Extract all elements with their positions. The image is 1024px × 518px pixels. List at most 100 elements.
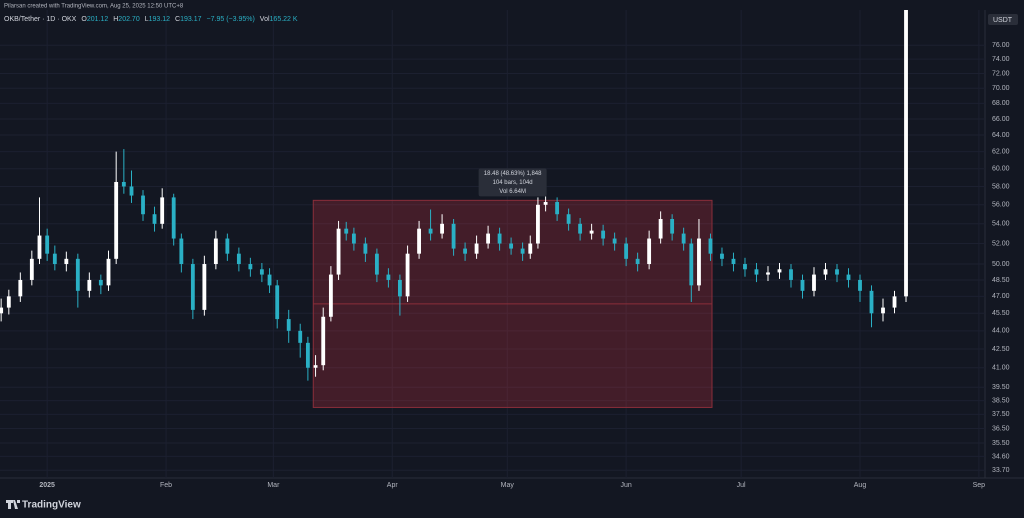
candle-body — [509, 243, 514, 249]
candle-body — [417, 228, 421, 254]
y-tick-label: 45.50 — [992, 310, 1010, 317]
candle-body — [543, 202, 548, 205]
candle-body — [624, 243, 629, 259]
legend-symbol: OKB/Tether · 1D · OKX — [4, 16, 77, 23]
candle-body — [601, 230, 606, 239]
candle-body — [497, 233, 502, 244]
x-tick-label: Jun — [620, 482, 631, 489]
candle-body — [386, 274, 391, 280]
legend-value: 202.70 — [118, 16, 140, 23]
credit: Pilarsan created with TradingView.com, A… — [4, 4, 184, 10]
candle-body — [823, 269, 828, 275]
candle-body — [37, 235, 42, 259]
legend-value: 201.12 — [87, 16, 109, 23]
y-tick-label: 38.50 — [992, 397, 1010, 404]
candle-body — [789, 269, 793, 280]
y-tick-label: 72.00 — [992, 70, 1010, 77]
candle-body — [658, 218, 663, 239]
candle-body — [708, 238, 713, 254]
candle-body — [75, 258, 80, 291]
measure-label: 104 bars, 104d — [493, 180, 533, 186]
candle-body — [566, 214, 571, 224]
candle-body — [528, 243, 533, 254]
candle-body — [720, 253, 724, 259]
candle-body — [121, 181, 126, 187]
x-tick-label: Feb — [160, 482, 172, 489]
candle-body — [275, 285, 280, 320]
candle-body — [697, 238, 701, 286]
measure-tooltip — [478, 168, 547, 197]
x-tick-label: May — [501, 482, 515, 489]
candle-body — [202, 264, 207, 310]
unit-box — [988, 14, 1018, 25]
candle-body — [190, 264, 195, 310]
candle-body — [305, 342, 310, 368]
candle-body — [213, 238, 218, 265]
legend-key: C — [175, 16, 180, 23]
y-tick-label: 42.50 — [992, 346, 1010, 353]
candle-body — [171, 197, 176, 239]
candle-body — [298, 330, 303, 343]
candle-body — [777, 269, 782, 273]
candle-body — [6, 296, 11, 308]
measure-label: Vol 6.64M — [499, 189, 526, 195]
legend-key: O — [81, 16, 87, 23]
candle-body — [451, 223, 456, 249]
candle-body — [267, 274, 272, 286]
candle-body — [321, 316, 326, 366]
candle-body — [179, 238, 184, 265]
candle-body — [363, 243, 368, 254]
candle-body — [286, 319, 291, 331]
candle-body — [351, 233, 356, 244]
candle-body — [0, 307, 4, 314]
y-tick-label: 54.00 — [992, 221, 1010, 228]
plot-layer — [0, 10, 908, 408]
candle-body — [612, 238, 617, 244]
candle-body — [440, 223, 444, 234]
candle-body — [536, 204, 540, 244]
candle-body — [578, 223, 583, 234]
candle-body — [313, 365, 318, 368]
candle-body — [589, 230, 594, 234]
candle-body — [766, 272, 770, 275]
logo — [6, 500, 20, 509]
y-tick-label: 34.60 — [992, 453, 1010, 460]
candle-body — [344, 228, 349, 234]
legend-key: H — [113, 16, 118, 23]
candle-body — [106, 258, 111, 286]
y-tick-label: 66.00 — [992, 116, 1010, 123]
candle-body — [160, 197, 165, 224]
candle-body — [397, 279, 402, 297]
candle-body — [670, 218, 675, 234]
candle-body — [520, 248, 525, 254]
y-tick-label: 33.70 — [992, 467, 1010, 474]
candle-body — [114, 181, 119, 259]
y-tick-label: 44.00 — [992, 328, 1010, 335]
y-tick-label: 62.00 — [992, 148, 1010, 155]
legend-value: 193.12 — [149, 16, 171, 23]
candle-body — [405, 253, 410, 297]
candle-body — [800, 279, 805, 291]
brand: TradingView — [22, 500, 81, 511]
candle-body — [635, 258, 640, 265]
candle-body — [87, 279, 92, 291]
legend-value: 193.17 — [180, 16, 202, 23]
candle-body — [428, 228, 433, 234]
candle-body — [647, 238, 652, 265]
candle-body — [731, 258, 736, 265]
candle-body — [129, 186, 134, 196]
x-tick-label: 2025 — [39, 482, 55, 489]
legend-key: L — [145, 16, 149, 23]
candle-body — [236, 253, 241, 265]
candle-body — [812, 274, 816, 291]
y-tick-label: 74.00 — [992, 56, 1010, 63]
candle-body — [225, 238, 230, 254]
candle-body — [374, 253, 379, 275]
candle-body — [892, 296, 897, 308]
candle-body — [259, 269, 264, 275]
candle-body — [858, 279, 862, 291]
y-tick-label: 50.00 — [992, 261, 1010, 268]
candle-body — [328, 274, 333, 317]
candle-body — [45, 235, 50, 254]
